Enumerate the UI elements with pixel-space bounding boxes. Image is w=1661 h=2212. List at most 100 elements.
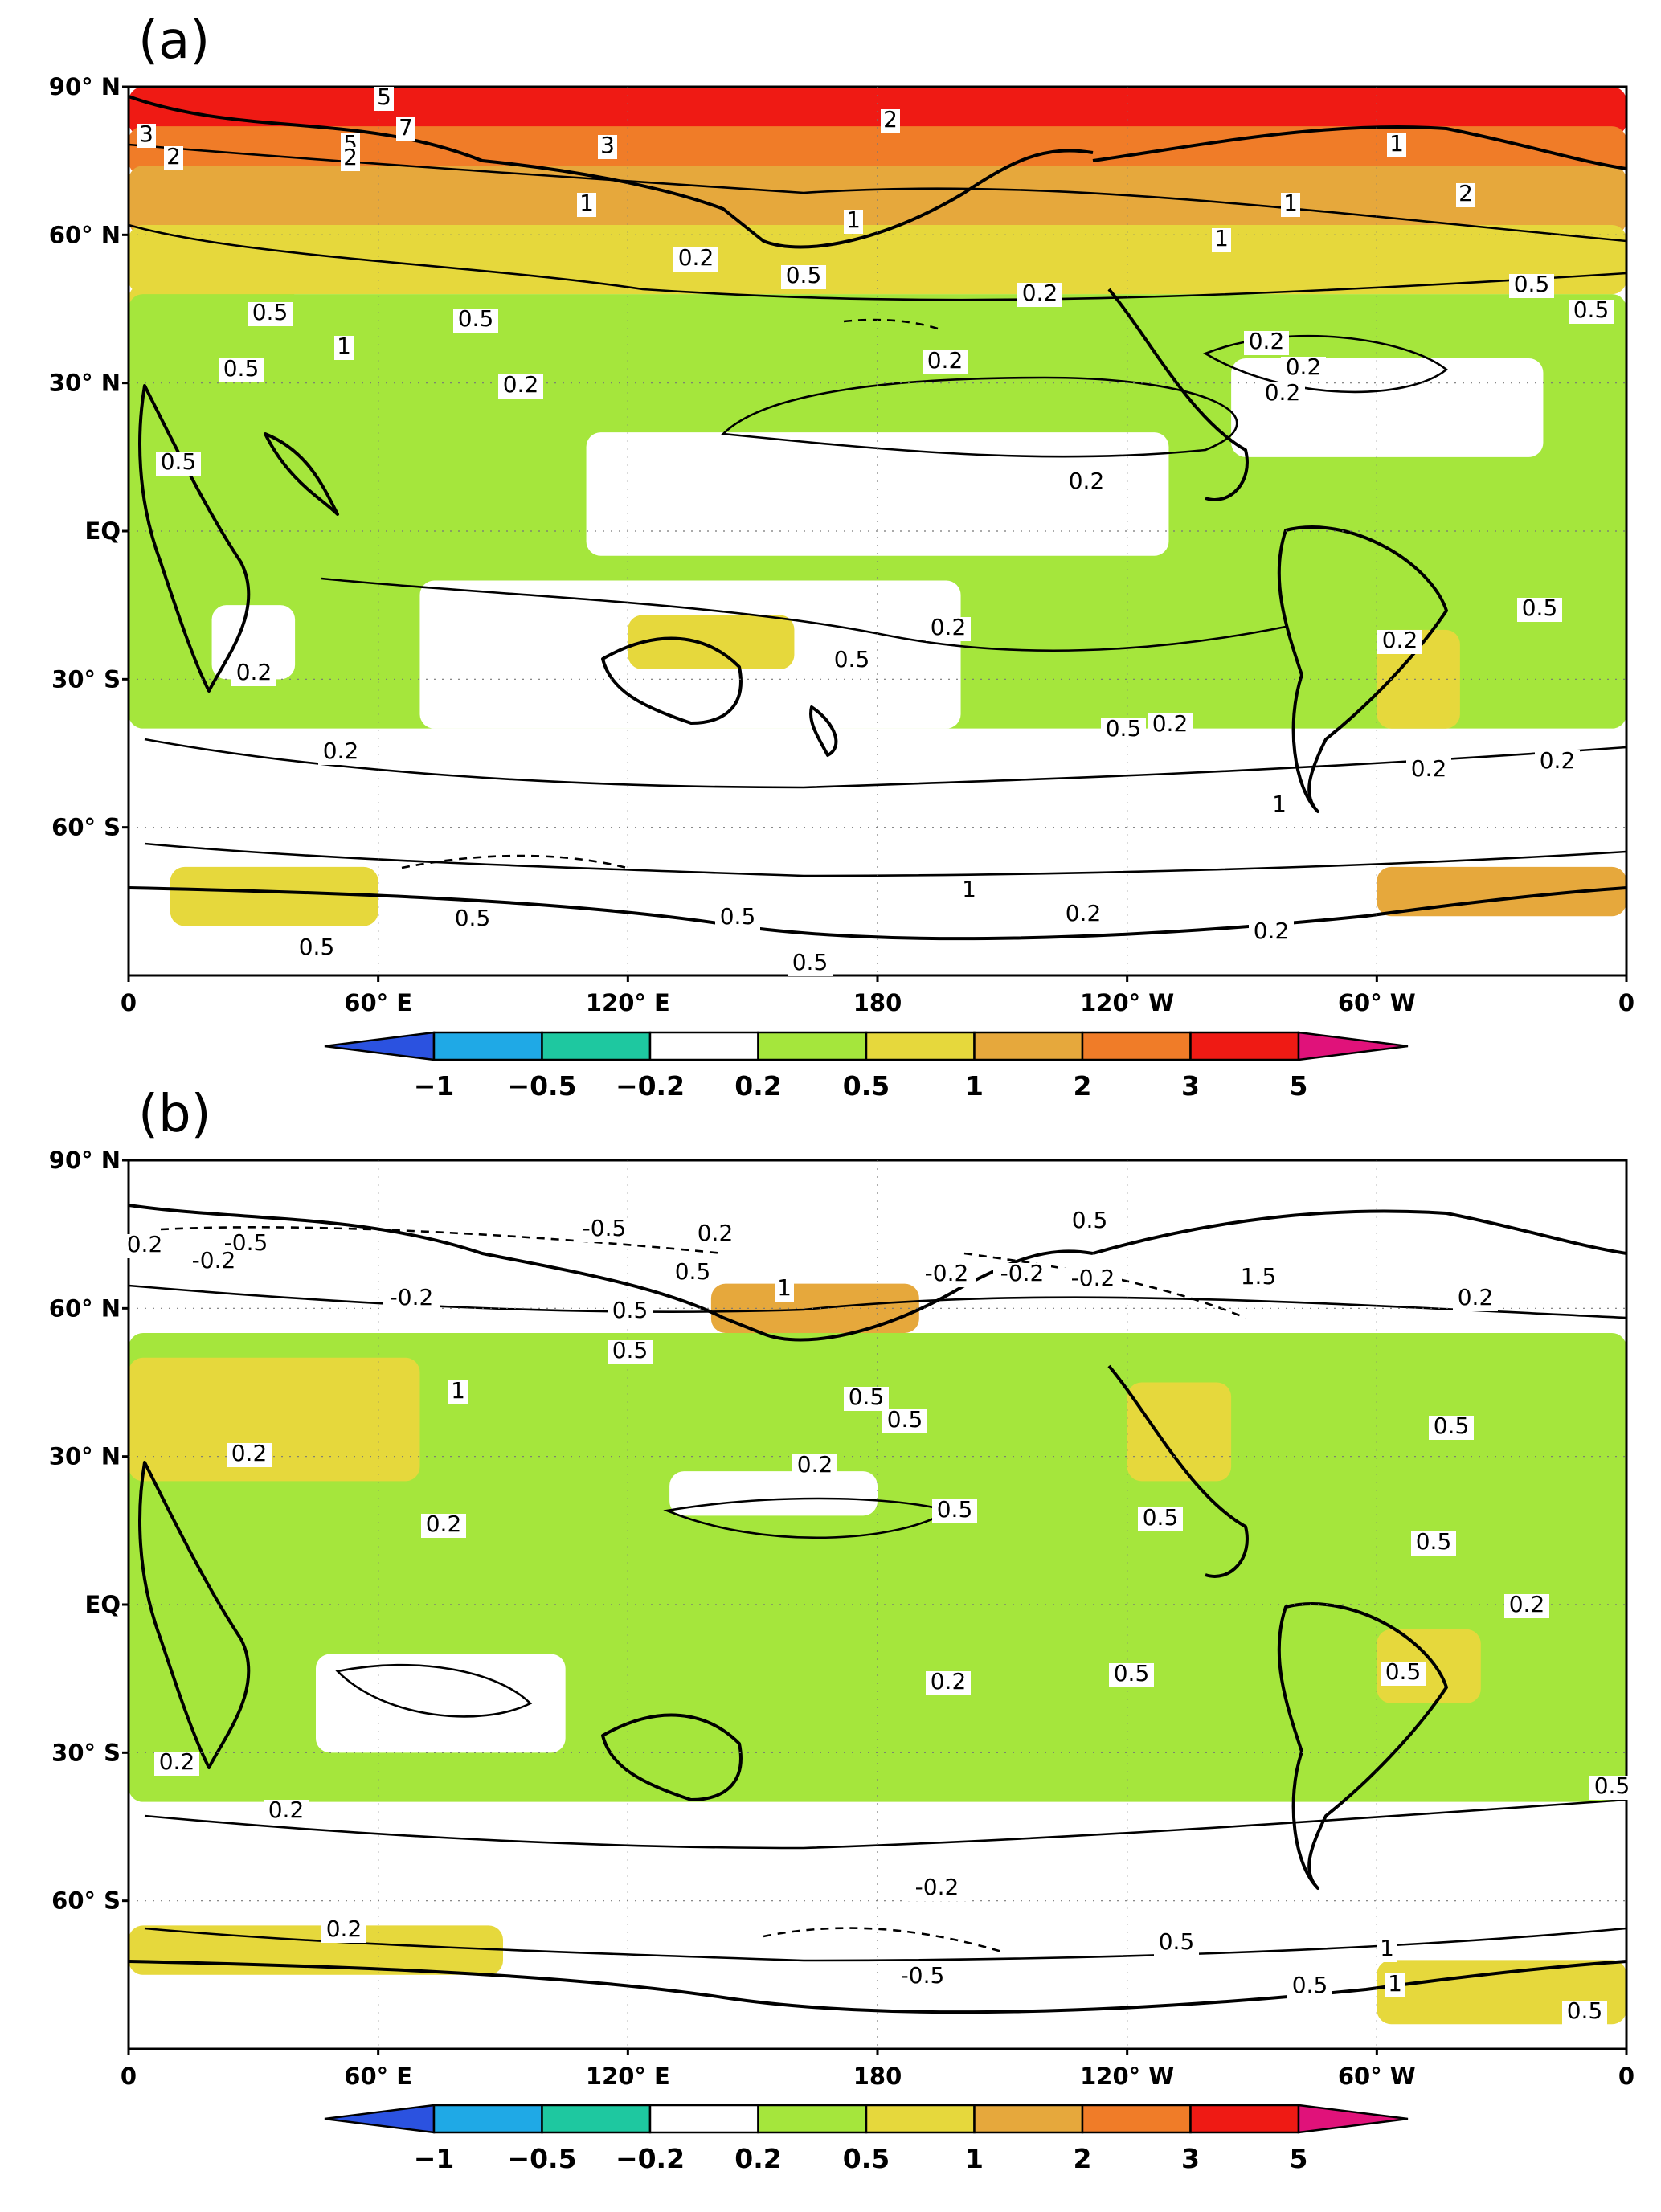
contour-label: 0.5 [1159, 1928, 1195, 1955]
lat-tick-label: 60° S [51, 1887, 121, 1915]
colorbar-segment [1081, 1031, 1192, 1061]
contour-label: 2 [343, 144, 358, 170]
lat-tick-label: 60° N [49, 221, 121, 248]
contour-label-bg [185, 1250, 243, 1274]
contour-label-bg [122, 1234, 167, 1258]
contour-label: 1 [337, 333, 351, 359]
contour-label: 3 [600, 132, 615, 158]
colorbar-tick-label: 2 [1074, 2143, 1092, 2174]
colorbar-tick-label: 2 [1074, 1070, 1092, 1102]
contour-label: 0.2 [231, 1440, 268, 1466]
contour-label: 0.2 [931, 1668, 967, 1695]
contour-label: -0.2 [925, 1260, 969, 1286]
contour-label-bg [1429, 1416, 1474, 1440]
fill-region--0.2-0.2 [1231, 358, 1544, 457]
colorbar-segment [1081, 2104, 1192, 2134]
fill-region--0.2-0.2 [211, 605, 296, 680]
contour-label: 0.2 [1069, 468, 1105, 494]
contour-label-bg [1148, 713, 1193, 738]
colorbar-tick-label: 5 [1290, 2143, 1308, 2174]
contour-label-bg [383, 1287, 440, 1311]
contour-label-bg [1517, 598, 1562, 622]
contour-label: -0.2 [192, 1247, 236, 1274]
lat-tick-label: 30° N [49, 1443, 121, 1470]
lon-tick-label: 120° E [586, 989, 670, 1016]
contour-label: 0.2 [1254, 918, 1290, 944]
contour-label-bg [396, 117, 415, 141]
contour-label-bg [1569, 300, 1614, 324]
contour-label-bg [575, 1218, 633, 1242]
contour-label: 0.5 [887, 1406, 923, 1433]
contour-label: 0.5 [1385, 1658, 1422, 1685]
colorbar-min-arrow [324, 1031, 436, 1061]
contour-label-bg [374, 87, 394, 111]
contour-label-bg [154, 1752, 199, 1776]
panel-a-contours [129, 143, 1626, 877]
lat-tick-label: 90° N [49, 1147, 121, 1174]
contour-label-bg [598, 135, 617, 159]
contour-label: 0.5 [612, 1337, 648, 1364]
contour-label: 0.5 [455, 905, 491, 931]
contour-label: 1 [1380, 1935, 1394, 1961]
contour-label: 0.2 [236, 659, 272, 685]
contour-label-bg [1212, 228, 1231, 252]
contour-label: 3 [139, 121, 153, 147]
lat-tick-label: 60° S [51, 814, 121, 841]
contour-label: 2 [883, 106, 898, 133]
contour-label: 1 [1388, 1970, 1402, 1997]
contour-label-bg [1281, 193, 1300, 217]
lat-tick-label: 90° N [49, 73, 121, 100]
contour-label: 0.5 [223, 355, 260, 382]
colorbar-segment [865, 1031, 976, 1061]
fill-region-0.5-1 [170, 866, 378, 926]
contour-label: 0.2 [1540, 747, 1576, 774]
contour-label: -0.2 [1000, 1260, 1045, 1286]
panel-b-axes: 90° N 60° N 30° N EQ 30° S 60° S 0 60° E 120° E 1… [49, 1147, 1634, 2090]
lon-tick-label: 0 [121, 989, 137, 1016]
fill-region-0.5-1 [628, 615, 795, 670]
contour-label: 0.5 [792, 949, 828, 975]
contour-label: 1.5 [1241, 1263, 1277, 1290]
lon-tick-label: 60° E [344, 989, 412, 1016]
contour-label: 0.5 [675, 1258, 711, 1285]
contour-label-bg [341, 147, 360, 171]
contour-label-bg [137, 124, 156, 148]
contour-label-bg [1509, 274, 1554, 298]
lon-tick-label: 180 [853, 989, 902, 1016]
contour-label: 0.5 [161, 448, 197, 475]
contour-label: 0.5 [1522, 595, 1558, 621]
contour-label-bg [453, 309, 498, 333]
colorbar-segment [865, 2104, 976, 2134]
fill-region-0.5-1 [1377, 629, 1460, 729]
fill-region--0.2-0.2 [586, 432, 1169, 556]
contour-label: 1 [962, 876, 976, 902]
contour-label-bg [792, 1454, 837, 1478]
panel-a-axes: 90° N 60° N 30° N EQ 30° S 60° S 0 60° E 120° E 1… [49, 73, 1634, 1016]
contour-label: 0.5 [612, 1297, 648, 1323]
contour-label-bg [881, 109, 900, 133]
colorbar-tick-label: 3 [1181, 1070, 1200, 1102]
contour-label: 0.2 [1286, 354, 1322, 380]
contour-label-bg [1064, 1268, 1122, 1292]
contour-label-bg [294, 937, 339, 961]
lon-tick-label: 0 [121, 2063, 137, 2090]
panel-b-label: (b) [138, 1085, 211, 1144]
contour-label-bg [926, 617, 971, 641]
contour-label-bg [1562, 2001, 1607, 2025]
contour-label: 0.2 [1249, 328, 1285, 354]
contour-label: 0.2 [931, 614, 967, 640]
contour-label: 0.5 [1573, 296, 1610, 323]
contour-label-bg [781, 265, 826, 289]
colorbar-max-arrow [1297, 2104, 1409, 2134]
contour-label: 0.5 [1292, 1972, 1328, 1998]
contour-label-bg [1249, 921, 1294, 945]
fill-region--0.2-0.2 [669, 1471, 878, 1516]
colorbar-tick-label: 0.5 [843, 2143, 890, 2174]
contour-label-bg [894, 1965, 951, 1989]
contour-label-bg [1387, 133, 1406, 157]
contour-label-bg [264, 1800, 309, 1824]
contour-label-bg [318, 741, 363, 765]
fill-region--0.2-0.2 [129, 1801, 1626, 1940]
contour-label-bg [673, 247, 718, 272]
contour-label-bg [993, 1263, 1051, 1287]
